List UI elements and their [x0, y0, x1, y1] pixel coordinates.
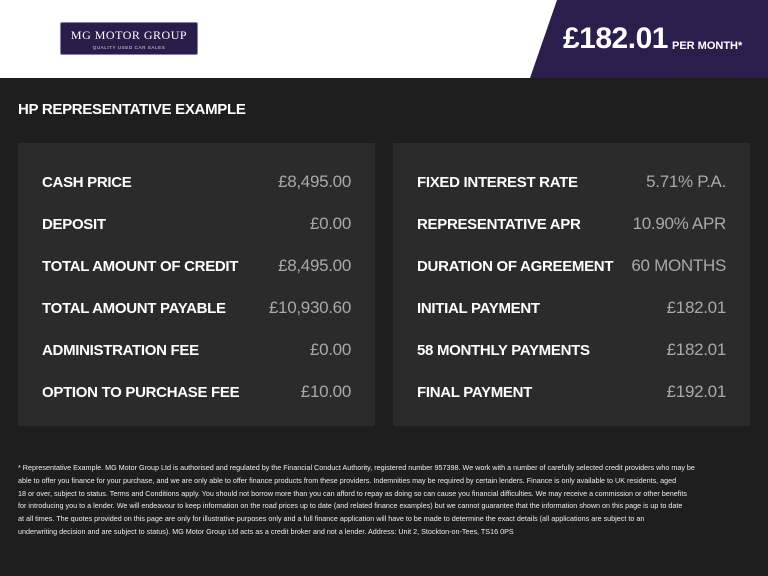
row-label: OPTION TO PURCHASE FEE	[42, 384, 240, 401]
row-value: £182.01	[666, 340, 727, 359]
row-value: £0.00	[309, 214, 351, 233]
price-banner-bg	[530, 0, 768, 78]
row-label: ADMINISTRATION FEE	[42, 342, 199, 359]
row-value: £192.01	[666, 382, 727, 401]
table-row: OPTION TO PURCHASE FEE £10.00	[42, 382, 352, 404]
table-row: TOTAL AMOUNT PAYABLE £10,930.60	[42, 298, 351, 320]
table-row: FIXED INTEREST RATE 5.71% P.A.	[417, 172, 726, 194]
row-value: 5.71% P.A.	[646, 172, 726, 191]
row-value: 10.90% APR	[632, 214, 727, 233]
row-label: INITIAL PAYMENT	[417, 300, 540, 317]
row-value: 60 MONTHS	[631, 256, 726, 275]
footnote-line: * Representative Example. MG Motor Group…	[18, 463, 695, 472]
footnote-line: for introducing you to a lender. We will…	[18, 501, 683, 511]
row-label: CASH PRICE	[42, 174, 132, 191]
monthly-price: £182.01	[563, 22, 668, 55]
logo[interactable]: MG MOTOR GROUP QUALITY USED CAR SALES	[60, 22, 198, 55]
row-label: REPRESENTATIVE APR	[417, 216, 581, 233]
table-row: 58 MONTHLY PAYMENTS £182.01	[417, 340, 727, 362]
row-value: £0.00	[309, 340, 351, 359]
section-title: HP REPRESENTATIVE EXAMPLE	[18, 101, 246, 118]
logo-title: MG MOTOR GROUP	[70, 28, 188, 42]
footnote-line: at all times. The quotes provided on thi…	[18, 514, 645, 524]
table-row: TOTAL AMOUNT OF CREDIT £8,495.00	[42, 256, 351, 278]
row-value: £182.01	[666, 298, 727, 317]
table-row: REPRESENTATIVE APR 10.90% APR	[417, 214, 727, 236]
logo-subtitle: QUALITY USED CAR SALES	[92, 45, 166, 50]
row-value: £8,495.00	[278, 256, 351, 275]
row-value: £10.00	[300, 382, 352, 401]
row-value: £8,495.00	[278, 172, 351, 191]
row-label: TOTAL AMOUNT PAYABLE	[42, 300, 226, 317]
table-row: DURATION OF AGREEMENT 60 MONTHS	[417, 256, 726, 278]
table-row: DEPOSIT £0.00	[42, 214, 351, 236]
row-label: DURATION OF AGREEMENT	[417, 258, 614, 275]
row-label: DEPOSIT	[42, 216, 106, 233]
footnote-line: able to offer you finance for your purch…	[18, 475, 677, 485]
row-label: 58 MONTHLY PAYMENTS	[417, 342, 590, 359]
row-label: FIXED INTEREST RATE	[417, 174, 578, 191]
right-table: FIXED INTEREST RATE 5.71% P.A. REPRESENTAT…	[393, 143, 750, 426]
table-row: ADMINISTRATION FEE £0.00	[42, 340, 351, 362]
row-value: £10,930.60	[268, 298, 351, 317]
per-month: PER MONTH*	[672, 40, 743, 52]
row-label: TOTAL AMOUNT OF CREDIT	[42, 258, 239, 275]
row-label: FINAL PAYMENT	[417, 384, 533, 401]
footnote: * Representative Example. MG Motor Group…	[18, 462, 695, 539]
footnote-line: underwriting decision and are subject to…	[18, 526, 514, 536]
left-table: CASH PRICE £8,495.00 DEPOSIT £0.00 TOTAL AMO…	[18, 143, 375, 426]
footnote-line: 18 or over, subject to status. Terms and…	[18, 488, 687, 498]
table-row: CASH PRICE £8,495.00	[42, 172, 351, 194]
table-row: INITIAL PAYMENT £182.01	[417, 298, 727, 320]
table-row: FINAL PAYMENT £192.01	[417, 382, 727, 404]
